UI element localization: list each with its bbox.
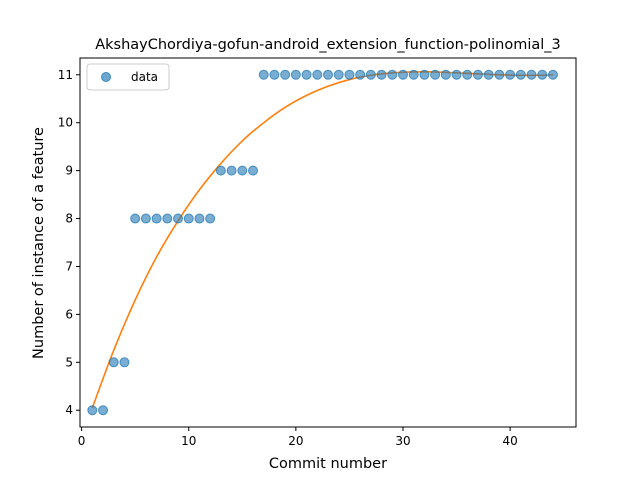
x-tick-label: 30 [395,434,410,448]
data-point [526,69,537,80]
chart-title: AkshayChordiya-gofun-android_extension_f… [95,37,561,53]
data-point [248,165,259,176]
data-point [515,69,526,80]
x-tick-label: 0 [78,434,86,448]
data-point [451,69,462,80]
data-point [323,69,333,80]
data-point [194,213,205,224]
y-tick-label: 6 [65,307,73,321]
data-point [419,69,430,80]
y-tick-label: 4 [65,403,73,417]
data-point [408,69,419,80]
data-point [483,69,494,80]
data-point [151,213,162,224]
data-point [312,69,323,80]
data-point [205,213,216,224]
data-point [290,69,301,80]
legend-label-data: data [131,70,158,84]
data-point [462,69,473,80]
data-point [162,213,173,224]
data-point [130,213,141,224]
data-point [344,69,355,80]
y-tick-label: 9 [65,164,73,178]
data-point [119,357,130,368]
data-point [376,69,387,80]
y-tick-label: 8 [65,212,73,226]
data-point [87,405,98,416]
data-point [333,69,344,80]
data-point [226,165,237,176]
data-point [547,69,558,80]
data-point [537,69,548,80]
data-point [215,165,226,176]
x-axis-label: Commit number [269,456,387,472]
y-tick-label: 10 [58,116,73,130]
data-point [98,405,109,416]
y-axis-label: Number of instance of a feature [31,127,47,359]
legend: data [86,63,170,91]
x-tick-label: 20 [288,434,303,448]
y-tick-label: 7 [65,259,73,273]
x-tick-label: 10 [181,434,196,448]
data-point [173,213,184,224]
axes-frame [79,57,577,428]
y-tick-label: 11 [58,68,73,82]
plot-area: 0 10 20 30 40 4 5 6 7 8 9 10 11 [58,57,577,448]
data-point [258,69,269,80]
x-tick-label: 40 [502,434,517,448]
data-point [440,69,451,80]
data-point [183,213,194,224]
data-point [365,69,376,80]
data-point [494,69,505,80]
data-point [355,69,366,80]
data-point [269,69,280,80]
data-point [397,69,408,80]
y-tick-label: 5 [65,355,73,369]
data-point [387,69,398,80]
data-point [505,69,516,80]
legend-box [86,63,170,91]
data-point [108,357,119,368]
data-point [472,69,483,80]
legend-marker-data [101,72,111,82]
data-point [301,69,312,80]
data-point [430,69,441,80]
data-point [237,165,248,176]
data-point [140,213,151,224]
data-point [280,69,291,80]
